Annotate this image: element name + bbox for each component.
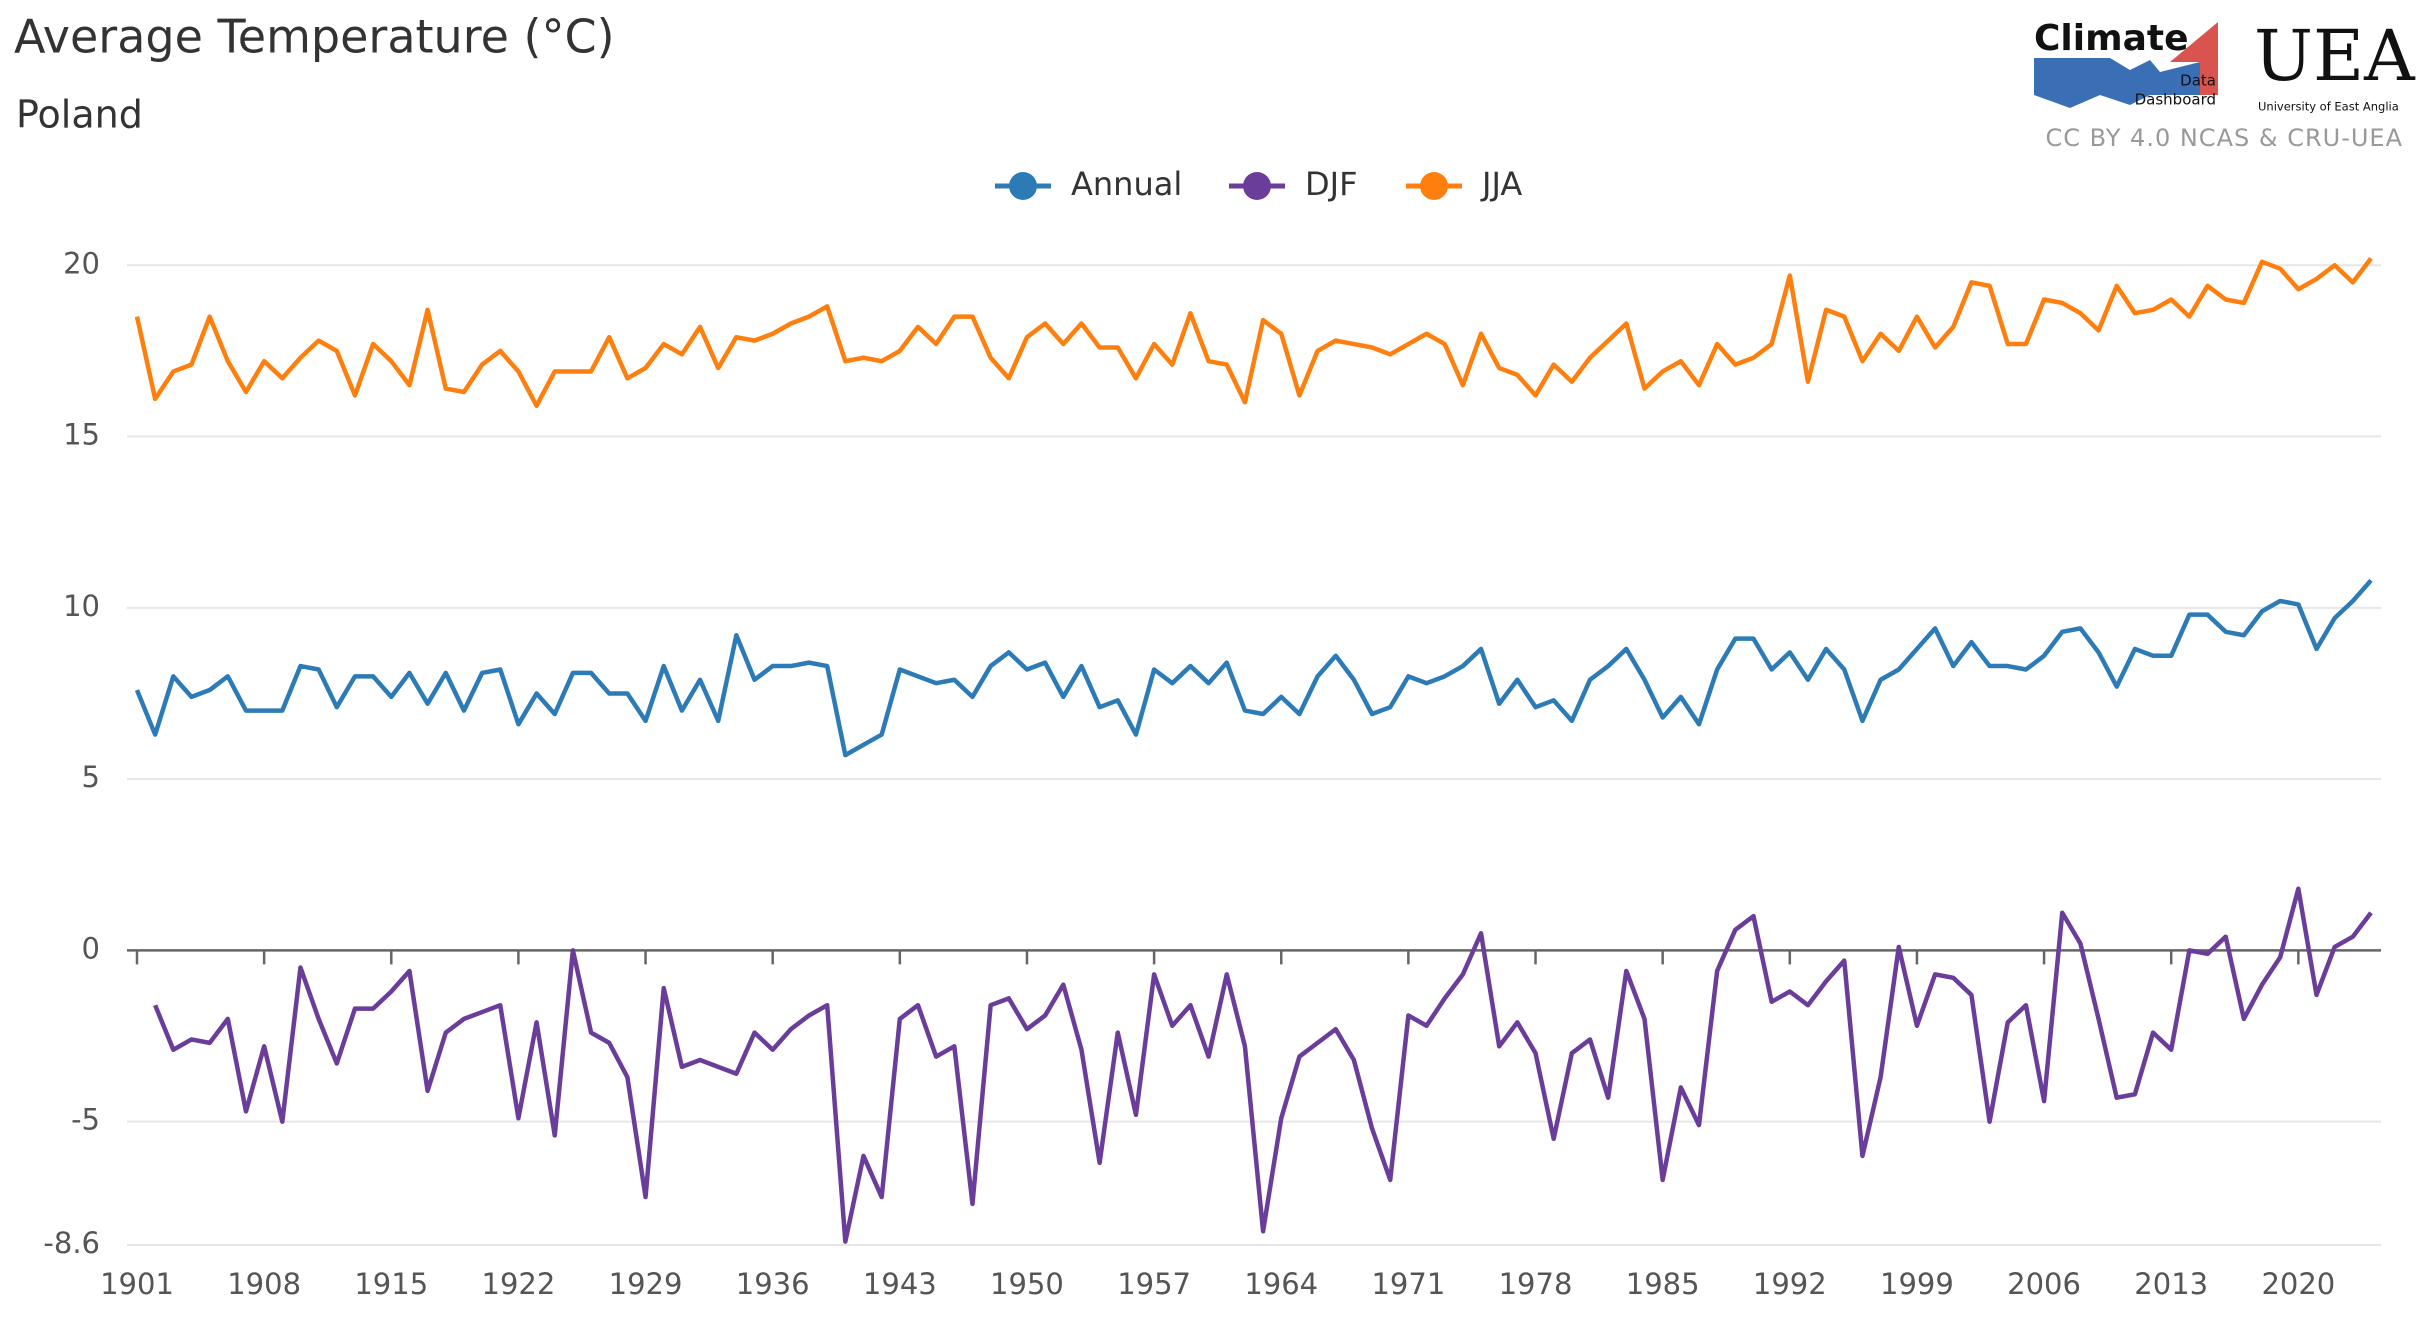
legend: Annual DJF JJA [995,165,1522,203]
legend-item: JJA [1406,165,1522,203]
chart-subtitle: Poland [16,93,143,137]
x-tick-label: 2020 [2261,1267,2335,1301]
series-line [134,257,2373,408]
legend-marker [1243,172,1271,200]
x-tick-label: 1950 [990,1267,1064,1301]
x-tick-label: 1908 [227,1267,301,1301]
logo-shape [2170,22,2218,95]
x-tick-label: 1929 [609,1267,683,1301]
legend-label: JJA [1480,165,1522,203]
legend-marker [1420,172,1448,200]
x-tick-label: 2013 [2134,1267,2208,1301]
y-tick-label: -8.6 [43,1226,100,1260]
x-tick-label: 1985 [1626,1267,1700,1301]
x-tick-label: 1943 [863,1267,937,1301]
logo-text: Dashboard [2135,91,2216,109]
x-tick-label: 2006 [2007,1267,2081,1301]
x-tick-label: 1922 [482,1267,556,1301]
uea-name: University of East Anglia [2258,100,2399,114]
x-tick-label: 1964 [1244,1267,1318,1301]
y-tick-label: 15 [63,418,100,452]
logo-shape [2034,58,2200,108]
series-line [134,578,2373,758]
x-tick-label: 1999 [1880,1267,1954,1301]
uea-logo: UEA [2254,15,2416,97]
legend-marker [1009,172,1037,200]
y-tick-label: 0 [82,931,100,965]
legend-item: DJF [1229,165,1357,203]
x-tick-label: 1901 [100,1267,174,1301]
y-tick-label: 10 [63,589,100,623]
legend-label: Annual [1071,165,1182,203]
y-tick-label: -5 [71,1103,100,1137]
x-tick-label: 1971 [1371,1267,1445,1301]
x-tick-label: 1992 [1753,1267,1827,1301]
chart-title: Average Temperature (°C) [14,10,615,64]
x-tick-label: 1915 [354,1267,428,1301]
license: CC BY 4.0 NCAS & CRU-UEA [2045,124,2403,152]
series-line [153,886,2373,1244]
y-tick-label: 5 [82,760,100,794]
logo: Climate Data Dashboard UEA University of… [2034,15,2416,152]
x-tick-label: 1978 [1499,1267,1573,1301]
legend-item: Annual [995,165,1182,203]
logo-text: Data [2180,72,2216,90]
legend-label: DJF [1305,165,1357,203]
y-tick-label: 20 [63,246,100,280]
x-tick-label: 1957 [1117,1267,1191,1301]
x-tick-label: 1936 [736,1267,810,1301]
logo-word: Climate [2034,18,2189,59]
